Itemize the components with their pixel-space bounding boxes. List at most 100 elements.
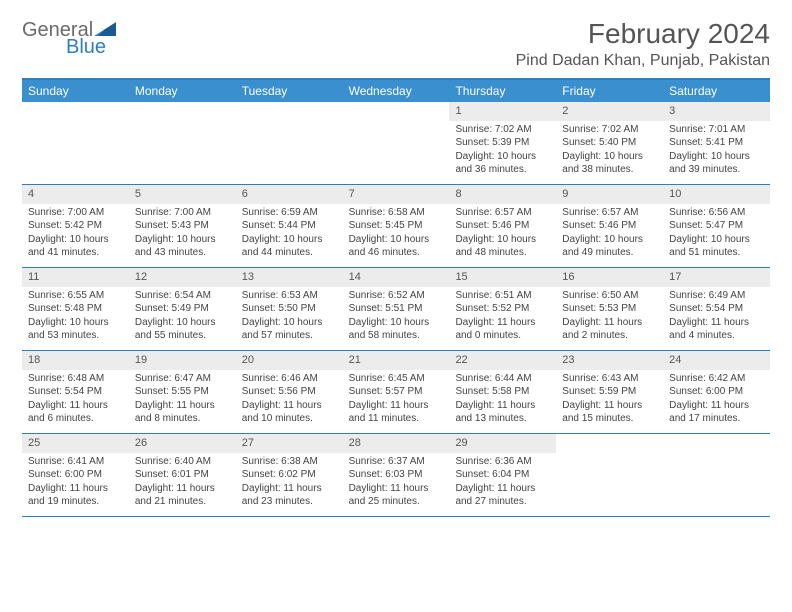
location: Pind Dadan Khan, Punjab, Pakistan <box>516 52 770 70</box>
day-number: 28 <box>343 434 450 453</box>
day-number: 26 <box>129 434 236 453</box>
daylight-text: Daylight: 10 hours and 51 minutes. <box>669 233 764 260</box>
day-details: Sunrise: 6:46 AMSunset: 5:56 PMDaylight:… <box>236 372 343 430</box>
weekday-header: Friday <box>556 80 663 102</box>
day-details: Sunrise: 6:59 AMSunset: 5:44 PMDaylight:… <box>236 206 343 264</box>
calendar: SundayMondayTuesdayWednesdayThursdayFrid… <box>22 78 770 517</box>
sunrise-text: Sunrise: 7:01 AM <box>669 123 764 137</box>
day-cell: 1Sunrise: 7:02 AMSunset: 5:39 PMDaylight… <box>449 102 556 184</box>
day-number: 23 <box>556 351 663 370</box>
sunrise-text: Sunrise: 6:46 AM <box>242 372 337 386</box>
sunset-text: Sunset: 5:46 PM <box>455 219 550 233</box>
day-cell: 28Sunrise: 6:37 AMSunset: 6:03 PMDayligh… <box>343 434 450 516</box>
day-number: 27 <box>236 434 343 453</box>
day-number: 25 <box>22 434 129 453</box>
day-cell: 4Sunrise: 7:00 AMSunset: 5:42 PMDaylight… <box>22 185 129 267</box>
week-row: 4Sunrise: 7:00 AMSunset: 5:42 PMDaylight… <box>22 185 770 268</box>
day-cell: 24Sunrise: 6:42 AMSunset: 6:00 PMDayligh… <box>663 351 770 433</box>
empty-day <box>129 102 236 184</box>
week-row: 11Sunrise: 6:55 AMSunset: 5:48 PMDayligh… <box>22 268 770 351</box>
sunset-text: Sunset: 5:52 PM <box>455 302 550 316</box>
day-details: Sunrise: 6:36 AMSunset: 6:04 PMDaylight:… <box>449 455 556 513</box>
day-number: 10 <box>663 185 770 204</box>
sunset-text: Sunset: 5:54 PM <box>28 385 123 399</box>
title-block: February 2024 Pind Dadan Khan, Punjab, P… <box>516 18 770 70</box>
day-details: Sunrise: 6:48 AMSunset: 5:54 PMDaylight:… <box>22 372 129 430</box>
day-cell: 6Sunrise: 6:59 AMSunset: 5:44 PMDaylight… <box>236 185 343 267</box>
day-number: 1 <box>449 102 556 121</box>
daylight-text: Daylight: 10 hours and 43 minutes. <box>135 233 230 260</box>
sunset-text: Sunset: 6:00 PM <box>28 468 123 482</box>
daylight-text: Daylight: 11 hours and 10 minutes. <box>242 399 337 426</box>
empty-day <box>236 102 343 184</box>
day-cell: 5Sunrise: 7:00 AMSunset: 5:43 PMDaylight… <box>129 185 236 267</box>
day-details: Sunrise: 6:57 AMSunset: 5:46 PMDaylight:… <box>556 206 663 264</box>
day-cell: 27Sunrise: 6:38 AMSunset: 6:02 PMDayligh… <box>236 434 343 516</box>
daylight-text: Daylight: 11 hours and 21 minutes. <box>135 482 230 509</box>
day-details: Sunrise: 6:51 AMSunset: 5:52 PMDaylight:… <box>449 289 556 347</box>
day-cell: 26 Sunrise: 6:40 AMSunset: 6:01 PMDayligh… <box>129 434 236 516</box>
daylight-text: Daylight: 10 hours and 49 minutes. <box>562 233 657 260</box>
daylight-text: Daylight: 10 hours and 53 minutes. <box>28 316 123 343</box>
day-details: Sunrise: 6:45 AMSunset: 5:57 PMDaylight:… <box>343 372 450 430</box>
sunrise-text: Sunrise: 6:48 AM <box>28 372 123 386</box>
week-row: 18Sunrise: 6:48 AMSunset: 5:54 PMDayligh… <box>22 351 770 434</box>
sunrise-text: Sunrise: 6:51 AM <box>455 289 550 303</box>
daylight-text: Daylight: 11 hours and 2 minutes. <box>562 316 657 343</box>
daylight-text: Daylight: 11 hours and 27 minutes. <box>455 482 550 509</box>
day-cell: 23Sunrise: 6:43 AMSunset: 5:59 PMDayligh… <box>556 351 663 433</box>
sunset-text: Sunset: 5:51 PM <box>349 302 444 316</box>
day-cell: 15Sunrise: 6:51 AMSunset: 5:52 PMDayligh… <box>449 268 556 350</box>
day-details: Sunrise: 7:00 AMSunset: 5:43 PMDaylight:… <box>129 206 236 264</box>
day-number: 12 <box>129 268 236 287</box>
sunrise-text: Sunrise: 6:42 AM <box>669 372 764 386</box>
day-number: 19 <box>129 351 236 370</box>
daylight-text: Daylight: 10 hours and 57 minutes. <box>242 316 337 343</box>
day-cell: 18Sunrise: 6:48 AMSunset: 5:54 PMDayligh… <box>22 351 129 433</box>
day-details: Sunrise: 6:56 AMSunset: 5:47 PMDaylight:… <box>663 206 770 264</box>
day-number: 21 <box>343 351 450 370</box>
sunset-text: Sunset: 5:40 PM <box>562 136 657 150</box>
month-title: February 2024 <box>516 18 770 50</box>
sunrise-text: Sunrise: 6:43 AM <box>562 372 657 386</box>
sunset-text: Sunset: 5:49 PM <box>135 302 230 316</box>
sunrise-text: Sunrise: 7:00 AM <box>28 206 123 220</box>
header: General Blue February 2024 Pind Dadan Kh… <box>22 18 770 70</box>
empty-day <box>343 102 450 184</box>
logo-triangle-icon <box>94 22 116 36</box>
sunrise-text: Sunrise: 6:37 AM <box>349 455 444 469</box>
day-cell: 25 Sunrise: 6:41 AMSunset: 6:00 PMDayligh… <box>22 434 129 516</box>
week-row: 1Sunrise: 7:02 AMSunset: 5:39 PMDaylight… <box>22 102 770 185</box>
daylight-text: Daylight: 10 hours and 36 minutes. <box>455 150 550 177</box>
day-cell: 12Sunrise: 6:54 AMSunset: 5:49 PMDayligh… <box>129 268 236 350</box>
daylight-text: Daylight: 10 hours and 48 minutes. <box>455 233 550 260</box>
logo: General Blue <box>22 18 116 59</box>
sunrise-text: Sunrise: 6:58 AM <box>349 206 444 220</box>
sunrise-text: Sunrise: 6:53 AM <box>242 289 337 303</box>
day-number: 17 <box>663 268 770 287</box>
sunset-text: Sunset: 6:04 PM <box>455 468 550 482</box>
sunrise-text: Sunrise: 7:02 AM <box>455 123 550 137</box>
sunrise-text: Sunrise: 6:41 AM <box>28 455 123 469</box>
day-details: Sunrise: 6:52 AMSunset: 5:51 PMDaylight:… <box>343 289 450 347</box>
sunrise-text: Sunrise: 6:47 AM <box>135 372 230 386</box>
day-number: 13 <box>236 268 343 287</box>
weekday-header: Thursday <box>449 80 556 102</box>
day-details: Sunrise: 6:40 AMSunset: 6:01 PMDaylight:… <box>129 455 236 513</box>
weekday-header-row: SundayMondayTuesdayWednesdayThursdayFrid… <box>22 80 770 102</box>
day-details: Sunrise: 6:53 AMSunset: 5:50 PMDaylight:… <box>236 289 343 347</box>
sunrise-text: Sunrise: 6:36 AM <box>455 455 550 469</box>
daylight-text: Daylight: 10 hours and 46 minutes. <box>349 233 444 260</box>
sunset-text: Sunset: 5:57 PM <box>349 385 444 399</box>
sunrise-text: Sunrise: 6:54 AM <box>135 289 230 303</box>
daylight-text: Daylight: 11 hours and 19 minutes. <box>28 482 123 509</box>
day-details: Sunrise: 7:02 AMSunset: 5:40 PMDaylight:… <box>556 123 663 181</box>
day-cell: 17Sunrise: 6:49 AMSunset: 5:54 PMDayligh… <box>663 268 770 350</box>
day-cell: 8Sunrise: 6:57 AMSunset: 5:46 PMDaylight… <box>449 185 556 267</box>
sunrise-text: Sunrise: 6:52 AM <box>349 289 444 303</box>
sunset-text: Sunset: 5:46 PM <box>562 219 657 233</box>
empty-day <box>556 434 663 516</box>
day-number: 22 <box>449 351 556 370</box>
week-row: 25Sunrise: 6:41 AMSunset: 6:00 PMDayligh… <box>22 434 770 517</box>
sunset-text: Sunset: 5:54 PM <box>669 302 764 316</box>
